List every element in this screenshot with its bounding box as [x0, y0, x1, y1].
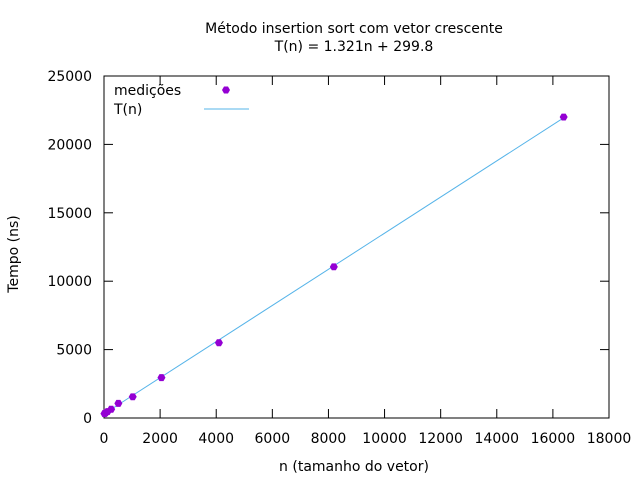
data-point: [128, 393, 137, 401]
x-tick-label: 8000: [311, 431, 347, 447]
data-point: [114, 399, 123, 407]
x-tick-label: 0: [100, 431, 109, 447]
data-point: [559, 113, 568, 121]
x-tick-label: 14000: [475, 431, 520, 447]
x-tick-label: 12000: [418, 431, 463, 447]
legend-label-medicoes: medições: [114, 83, 181, 99]
chart-title: Método insertion sort com vetor crescent…: [205, 21, 503, 37]
plot-frame: [103, 75, 610, 419]
y-axis-label: Tempo (ns): [6, 215, 22, 293]
chart-subtitle: T(n) = 1.321n + 299.8: [274, 39, 434, 55]
x-tick-label: 4000: [198, 431, 234, 447]
x-tick-label: 6000: [255, 431, 291, 447]
data-point: [157, 374, 166, 382]
legend-marker-medicoes: [222, 86, 230, 94]
legend: medições T(n): [113, 83, 249, 118]
y-axis: 0 5000 10000 15000 20000 25000: [47, 69, 609, 427]
data-point: [329, 263, 338, 271]
y-tick-label: 20000: [47, 137, 92, 153]
x-tick-label: 18000: [587, 431, 632, 447]
data-point: [107, 405, 116, 413]
x-axis-label: n (tamanho do vetor): [279, 459, 429, 475]
legend-label-tn: T(n): [113, 102, 142, 118]
x-tick-label: 16000: [531, 431, 576, 447]
data-point: [214, 339, 223, 347]
y-tick-label: 25000: [47, 69, 92, 85]
y-tick-label: 10000: [47, 274, 92, 290]
y-tick-label: 5000: [56, 343, 92, 359]
y-tick-label: 15000: [47, 206, 92, 222]
x-axis: 0 2000 4000 6000 8000 10000 12000 14000 16000 180…: [100, 76, 632, 447]
legend-point: [222, 86, 230, 94]
x-tick-label: 10000: [362, 431, 407, 447]
x-tick-label: 2000: [142, 431, 178, 447]
series-layer: [100, 113, 568, 418]
y-tick-label: 0: [83, 411, 92, 427]
